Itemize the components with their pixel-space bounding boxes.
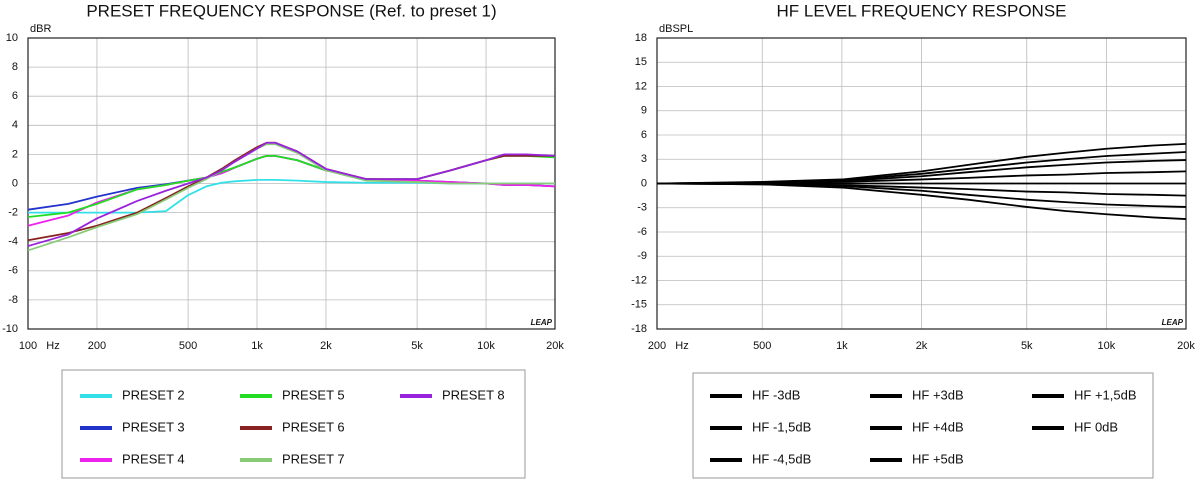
x-tick-label: 5k [1021, 340, 1033, 352]
x-tick-label: 10k [1098, 340, 1116, 352]
x-tick-label: 200 [648, 340, 666, 352]
series-line [27, 154, 556, 227]
legend-label: HF +4dB [912, 419, 964, 434]
chart-title: HF LEVEL FREQUENCY RESPONSE [776, 1, 1066, 20]
x-axis-unit: Hz [46, 340, 59, 352]
series-line [27, 143, 555, 252]
legend-label: HF -4,5dB [752, 451, 811, 466]
x-tick-label: 2k [320, 340, 332, 352]
watermark: LEAP [1162, 318, 1184, 327]
y-tick-label: -15 [631, 299, 647, 311]
y-tick-label: 2 [12, 148, 18, 160]
y-tick-label: -8 [8, 294, 18, 306]
x-tick-label: 500 [753, 340, 771, 352]
y-tick-label: 6 [12, 90, 18, 102]
series-line [656, 142, 1187, 185]
x-tick-label: 2k [916, 340, 928, 352]
y-tick-label: 18 [635, 32, 647, 44]
y-tick-label: 0 [12, 177, 18, 189]
x-axis-unit: Hz [675, 340, 688, 352]
x-tick-label: 500 [179, 340, 197, 352]
y-tick-label: 15 [635, 56, 647, 68]
legend-box [61, 369, 526, 479]
y-tick-label: 12 [635, 80, 647, 92]
x-tick-label: 200 [88, 340, 106, 352]
legend-label: PRESET 6 [282, 419, 345, 434]
y-axis-label: dBR [30, 23, 51, 35]
series-line [28, 178, 555, 214]
y-tick-label: -10 [2, 323, 18, 335]
x-tick-label: 1k [836, 340, 848, 352]
y-tick-label: 10 [6, 32, 18, 44]
x-tick-label: 1k [251, 340, 263, 352]
y-tick-label: -4 [8, 236, 18, 248]
y-tick-label: 0 [641, 177, 647, 189]
legend-label: PRESET 7 [282, 451, 345, 466]
legend-label: HF +5dB [912, 451, 964, 466]
x-tick-label: 100 [19, 340, 37, 352]
series-line [27, 141, 556, 247]
x-tick-label: 20k [1177, 340, 1195, 352]
series-line [27, 154, 556, 218]
y-axis-label: dBSPL [659, 23, 693, 35]
y-tick-label: 8 [12, 61, 18, 73]
legend-label: HF -3dB [752, 387, 800, 402]
y-tick-label: 4 [12, 119, 18, 131]
y-tick-label: -18 [631, 323, 647, 335]
x-tick-label: 5k [411, 340, 423, 352]
x-tick-label: 10k [477, 340, 495, 352]
legend-label: HF +1,5dB [1074, 387, 1137, 402]
y-tick-label: -12 [631, 274, 647, 286]
legend-label: HF -1,5dB [752, 419, 811, 434]
y-tick-label: -3 [637, 202, 647, 214]
legend-label: PRESET 2 [122, 387, 185, 402]
y-tick-label: 3 [641, 153, 647, 165]
series-line [27, 141, 555, 242]
y-tick-label: -9 [637, 250, 647, 262]
legend-label: PRESET 4 [122, 451, 185, 466]
y-tick-label: -6 [8, 265, 18, 277]
y-tick-label: -6 [637, 226, 647, 238]
watermark: LEAP [531, 318, 553, 327]
legend-label: PRESET 3 [122, 419, 185, 434]
y-tick-label: -2 [8, 207, 18, 219]
chart-title: PRESET FREQUENCY RESPONSE (Ref. to prese… [86, 1, 496, 20]
series-line [656, 182, 1187, 220]
legend-label: PRESET 5 [282, 387, 345, 402]
legend-box [692, 372, 1154, 479]
x-tick-label: 20k [546, 340, 564, 352]
y-tick-label: 9 [641, 105, 647, 117]
y-tick-label: 6 [641, 129, 647, 141]
legend-label: PRESET 8 [442, 387, 505, 402]
legend-label: HF +3dB [912, 387, 964, 402]
legend-label: HF 0dB [1074, 419, 1118, 434]
